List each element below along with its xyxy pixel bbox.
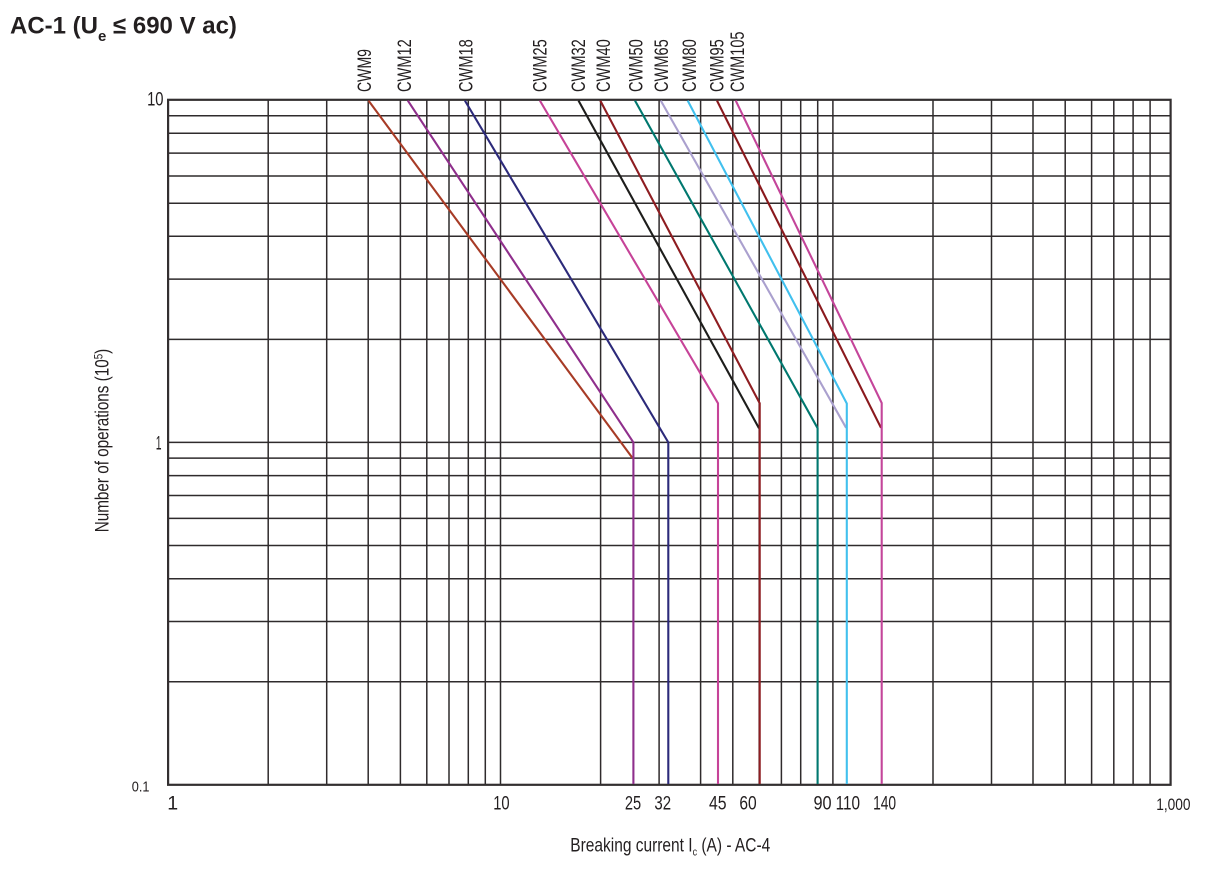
svg-text:CWM105: CWM105 bbox=[727, 31, 749, 92]
svg-text:CWM65: CWM65 bbox=[651, 39, 673, 92]
svg-text:CWM18: CWM18 bbox=[455, 39, 477, 92]
svg-text:CWM95: CWM95 bbox=[706, 39, 728, 92]
svg-text:Number of operations (105): Number of operations (105) bbox=[91, 349, 113, 532]
svg-text:1: 1 bbox=[167, 792, 178, 814]
svg-text:10: 10 bbox=[147, 89, 164, 111]
svg-text:45: 45 bbox=[709, 792, 727, 814]
svg-text:Breaking current Ic (A) - AC-4: Breaking current Ic (A) - AC-4 bbox=[570, 834, 770, 859]
svg-text:10: 10 bbox=[493, 792, 510, 814]
svg-text:110: 110 bbox=[836, 792, 861, 814]
svg-text:CWM40: CWM40 bbox=[593, 39, 615, 92]
svg-text:CWM12: CWM12 bbox=[394, 39, 416, 92]
svg-text:32: 32 bbox=[654, 792, 671, 814]
svg-text:CWM32: CWM32 bbox=[568, 39, 590, 92]
svg-text:1,000: 1,000 bbox=[1156, 795, 1190, 814]
svg-text:CWM80: CWM80 bbox=[679, 39, 701, 92]
svg-text:CWM25: CWM25 bbox=[530, 39, 552, 92]
svg-text:1: 1 bbox=[156, 432, 162, 454]
svg-text:0.1: 0.1 bbox=[132, 778, 150, 795]
svg-text:90: 90 bbox=[813, 792, 831, 814]
svg-text:CWM9: CWM9 bbox=[354, 49, 376, 92]
svg-text:60: 60 bbox=[739, 792, 756, 814]
svg-text:140: 140 bbox=[873, 792, 896, 814]
svg-text:CWM50: CWM50 bbox=[625, 39, 647, 92]
svg-text:25: 25 bbox=[625, 792, 641, 814]
